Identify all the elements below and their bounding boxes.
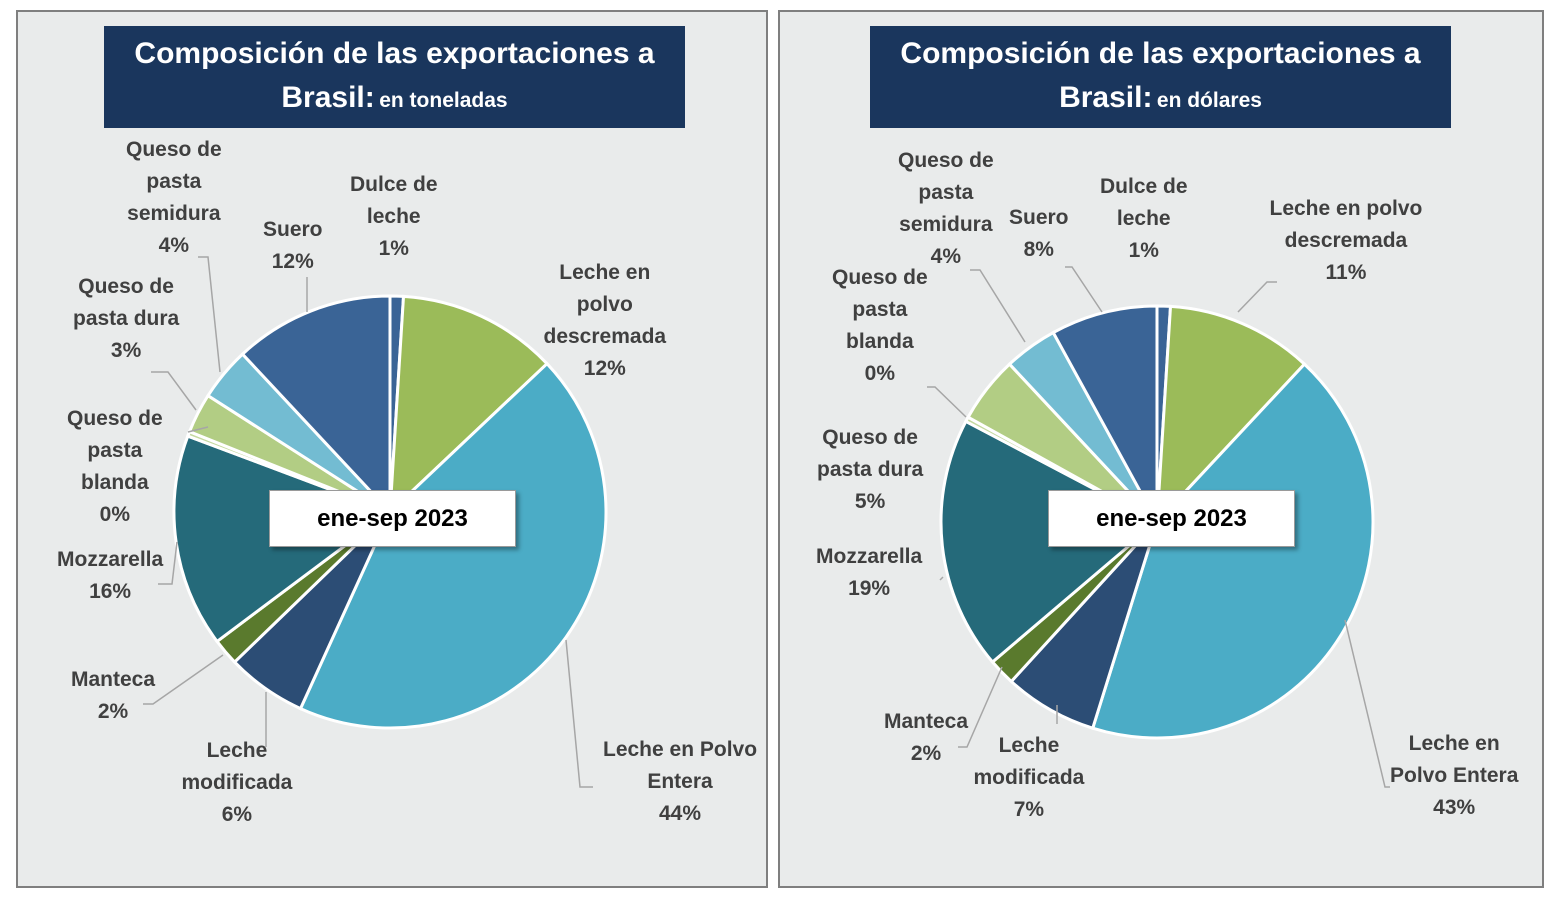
slice-label-percent: 1% (350, 233, 438, 265)
slice-label-name: Leche en Polvo Entera (1390, 728, 1518, 792)
slice-label-name: Suero (1009, 202, 1069, 234)
slice-label-name: Mozzarella (57, 544, 163, 576)
slice-label-queso-pasta-blanda: Queso de pasta blanda 0% (832, 262, 928, 390)
chart-panel-toneladas: Composición de las exportaciones a Brasi… (16, 10, 768, 888)
chart-panel-dolares: Composición de las exportaciones a Brasi… (778, 10, 1544, 888)
slice-label-queso-pasta-semidura: Queso de pasta semidura 4% (126, 134, 222, 262)
slice-label-name: Leche en polvo descremada (544, 257, 667, 353)
slice-label-percent: 5% (817, 486, 923, 518)
slice-label-queso-pasta-dura: Queso de pasta dura 3% (73, 271, 179, 367)
slice-label-percent: 1% (1100, 235, 1188, 267)
slice-label-name: Leche modificada (974, 730, 1085, 794)
leader-line-queso-pasta-semidura (970, 270, 1025, 342)
leader-line-suero (1065, 267, 1102, 312)
slice-label-name: Queso de pasta dura (817, 422, 923, 486)
slice-label-manteca: Manteca 2% (71, 664, 155, 728)
slice-label-leche-modificada: Leche modificada 7% (974, 730, 1085, 826)
slice-label-name: Dulce de leche (1100, 171, 1188, 235)
slice-label-dulce-de-leche: Dulce de leche 1% (350, 169, 438, 265)
slice-label-percent: 11% (1270, 257, 1423, 289)
slice-label-percent: 44% (603, 798, 757, 830)
slice-label-name: Leche en polvo descremada (1270, 193, 1423, 257)
slice-label-percent: 12% (544, 353, 667, 385)
slice-label-mozzarella: Mozzarella 19% (816, 541, 922, 605)
leader-line-mozzarella (940, 577, 943, 580)
slice-label-manteca: Manteca 2% (884, 706, 968, 770)
slice-label-leche-en-polvo-entera: Leche en Polvo Entera 44% (603, 734, 757, 830)
slice-label-percent: 0% (67, 499, 163, 531)
slice-label-suero: Suero 12% (263, 214, 323, 278)
slice-label-leche-en-polvo-descremada: Leche en polvo descremada 12% (544, 257, 667, 385)
slice-label-name: Queso de pasta dura (73, 271, 179, 335)
slice-label-percent: 19% (816, 573, 922, 605)
leader-line-queso-pasta-semidura (198, 257, 220, 372)
slice-label-queso-pasta-semidura: Queso de pasta semidura 4% (898, 145, 994, 273)
slice-label-name: Queso de pasta blanda (67, 403, 163, 499)
slice-label-name: Suero (263, 214, 323, 246)
slice-label-percent: 6% (182, 799, 293, 831)
slice-label-percent: 4% (126, 230, 222, 262)
slice-label-name: Leche modificada (182, 735, 293, 799)
slice-label-percent: 4% (898, 241, 994, 273)
slice-label-name: Dulce de leche (350, 169, 438, 233)
slice-label-name: Leche en Polvo Entera (603, 734, 757, 798)
slice-label-name: Manteca (884, 706, 968, 738)
slice-label-percent: 3% (73, 335, 179, 367)
slice-label-percent: 8% (1009, 234, 1069, 266)
leader-line-leche-en-polvo-entera (1345, 620, 1390, 787)
period-label: ene-sep 2023 (1048, 490, 1295, 547)
slice-label-percent: 43% (1390, 792, 1518, 824)
leader-line-queso-pasta-blanda (927, 387, 966, 417)
slice-label-name: Manteca (71, 664, 155, 696)
slice-label-name: Mozzarella (816, 541, 922, 573)
slice-label-name: Queso de pasta semidura (126, 134, 222, 230)
slice-label-queso-pasta-blanda: Queso de pasta blanda 0% (67, 403, 163, 531)
slice-label-leche-modificada: Leche modificada 6% (182, 735, 293, 831)
slice-label-percent: 12% (263, 246, 323, 278)
slice-label-suero: Suero 8% (1009, 202, 1069, 266)
slice-label-dulce-de-leche: Dulce de leche 1% (1100, 171, 1188, 267)
period-label: ene-sep 2023 (269, 490, 516, 547)
slice-label-queso-pasta-dura: Queso de pasta dura 5% (817, 422, 923, 518)
slice-label-name: Queso de pasta blanda (832, 262, 928, 358)
slice-label-percent: 16% (57, 576, 163, 608)
slice-label-leche-en-polvo-entera: Leche en Polvo Entera 43% (1390, 728, 1518, 824)
slice-label-percent: 2% (884, 738, 968, 770)
slice-label-name: Queso de pasta semidura (898, 145, 994, 241)
slice-label-percent: 0% (832, 358, 928, 390)
slice-label-percent: 7% (974, 794, 1085, 826)
slice-label-leche-en-polvo-descremada: Leche en polvo descremada 11% (1270, 193, 1423, 289)
slice-label-percent: 2% (71, 696, 155, 728)
leader-line-leche-en-polvo-entera (566, 640, 593, 787)
slice-label-mozzarella: Mozzarella 16% (57, 544, 163, 608)
